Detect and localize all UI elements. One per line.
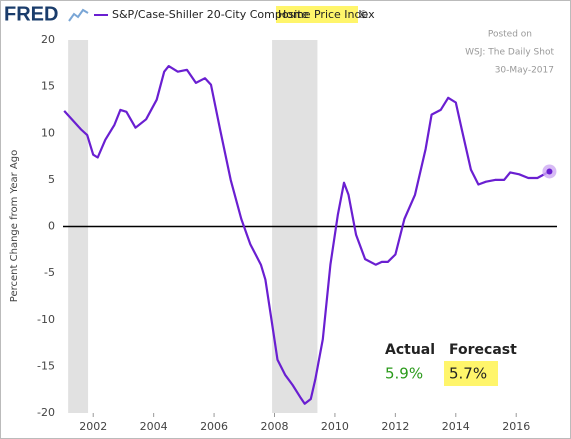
y-axis-label: Percent Change from Year Ago [9,150,20,302]
y-tick-label: -5 [44,266,55,279]
annotation: 30-May-2017 [495,66,554,76]
y-tick-label: 5 [48,173,55,186]
callout-highlight [444,361,498,386]
x-tick-label: 2006 [200,420,228,433]
title: Home Price Index [278,8,375,21]
title: © [358,8,369,21]
y-tick-label: 0 [48,220,55,233]
y-tick-label: 15 [41,80,55,93]
x-tick-label: 2002 [79,420,107,433]
y-tick-label: -20 [37,406,55,419]
x-tick-label: 2008 [260,420,288,433]
y-tick-label: 10 [41,126,55,139]
last-point [546,168,553,175]
y-tick-label: 20 [41,33,55,46]
y-tick-label: -15 [37,359,55,372]
logo-icon [68,8,89,22]
line [63,65,550,405]
x-tick-label: 2014 [442,420,470,433]
callout-label: Forecast [449,342,517,358]
title-highlight [276,6,358,23]
x-tick-label: 2016 [502,420,530,433]
title: S&P/Case-Shiller 20-City Composite [112,8,309,21]
callout-value: 5.7% [449,365,487,383]
callout-label: Actual [385,342,435,358]
x-tick-label: 2010 [321,420,349,433]
x-tick-label: 2004 [140,420,168,433]
y-tick-label: -10 [37,313,55,326]
annotation: WSJ: The Daily Shot [465,48,554,58]
logo: FRED [4,3,58,25]
annotation: Posted on [488,30,532,40]
callout-value: 5.9% [385,365,423,383]
x-tick-label: 2012 [381,420,409,433]
